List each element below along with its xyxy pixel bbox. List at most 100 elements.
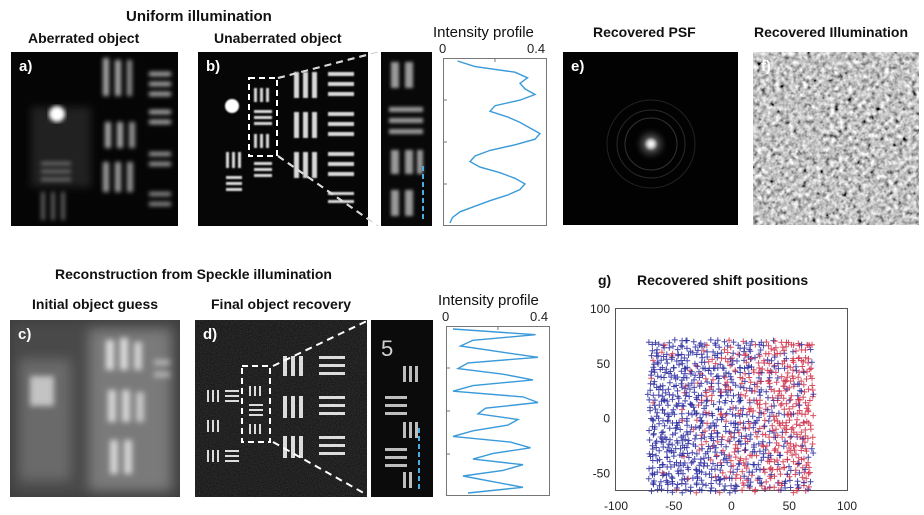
shift-marker xyxy=(659,393,666,400)
shift-marker xyxy=(728,376,735,383)
zoom-connector-top-shadow xyxy=(277,51,379,227)
shift-marker xyxy=(800,394,807,401)
shift-marker xyxy=(789,452,796,459)
shift-marker xyxy=(679,360,686,367)
shift-marker xyxy=(661,344,668,351)
shift-marker xyxy=(735,342,742,349)
shift-marker xyxy=(657,383,664,390)
shift-marker xyxy=(755,359,762,366)
shift-marker xyxy=(706,470,713,477)
shift-marker xyxy=(720,365,727,372)
intensity-profile-top xyxy=(443,58,547,226)
shift-marker xyxy=(704,379,711,385)
shift-marker xyxy=(786,405,793,412)
shift-marker xyxy=(683,444,690,451)
shift-marker xyxy=(734,358,740,364)
shift-marker xyxy=(736,437,743,444)
zoom-inset-bottom: 5 xyxy=(369,320,433,497)
shift-marker xyxy=(775,392,781,399)
shift-marker xyxy=(669,396,676,403)
shift-marker xyxy=(682,397,689,404)
shift-marker xyxy=(731,434,738,441)
shift-marker xyxy=(769,409,775,416)
initial-guess-heading: Initial object guess xyxy=(32,296,159,312)
shift-marker xyxy=(802,411,809,418)
shift-marker xyxy=(802,347,809,353)
shift-marker xyxy=(651,397,658,404)
shift-marker xyxy=(666,447,673,454)
shift-marker xyxy=(665,413,672,420)
shift-marker xyxy=(715,380,722,387)
shift-marker xyxy=(732,441,739,448)
shift-marker xyxy=(684,464,691,471)
shift-marker xyxy=(775,410,782,417)
aberrated-object-graphic xyxy=(11,52,178,226)
shift-marker xyxy=(774,432,781,439)
shift-marker xyxy=(747,379,754,386)
shift-marker xyxy=(732,405,739,411)
shift-marker xyxy=(740,384,747,391)
shift-marker xyxy=(679,343,686,350)
shift-marker xyxy=(689,411,695,418)
shift-marker xyxy=(764,406,771,413)
shift-marker xyxy=(786,477,793,484)
shift-marker xyxy=(740,338,747,345)
shift-marker xyxy=(692,344,699,350)
shift-marker xyxy=(740,420,747,427)
shift-marker xyxy=(723,418,730,425)
shift-marker xyxy=(747,420,753,427)
shift-marker xyxy=(728,398,735,405)
shift-marker xyxy=(763,443,770,449)
shift-marker xyxy=(730,392,737,399)
shift-marker xyxy=(800,419,807,426)
shift-marker xyxy=(743,477,750,484)
shift-marker xyxy=(650,392,657,399)
shift-marker xyxy=(701,460,708,467)
shift-marker xyxy=(743,340,750,347)
shift-marker xyxy=(693,467,700,474)
shift-marker xyxy=(792,451,799,458)
shift-marker xyxy=(762,431,769,438)
shift-marker xyxy=(766,374,773,381)
shift-marker xyxy=(699,481,706,488)
shift-marker xyxy=(702,375,709,382)
shift-marker xyxy=(661,341,668,348)
shift-marker xyxy=(761,423,768,430)
shift-marker xyxy=(784,456,791,463)
shift-marker xyxy=(662,434,668,441)
shift-marker xyxy=(678,342,684,349)
shift-marker xyxy=(659,469,666,476)
shift-marker xyxy=(681,355,688,361)
shift-marker xyxy=(702,428,708,435)
shift-marker xyxy=(742,352,749,359)
shift-marker xyxy=(670,406,677,413)
shift-marker xyxy=(649,451,656,458)
shift-marker xyxy=(683,374,690,381)
shift-marker xyxy=(646,396,653,403)
recovered-illumination-image: f) xyxy=(753,52,919,225)
shift-marker xyxy=(775,365,782,372)
shift-marker xyxy=(698,469,705,476)
shift-marker xyxy=(703,402,710,409)
shift-marker xyxy=(693,480,700,487)
shift-marker xyxy=(746,483,753,490)
shift-marker xyxy=(658,357,665,364)
shift-marker xyxy=(729,411,736,418)
shift-marker xyxy=(694,347,701,354)
shift-marker xyxy=(690,441,697,448)
shift-marker xyxy=(685,454,692,461)
shift-marker xyxy=(732,367,739,374)
shift-marker xyxy=(798,378,805,385)
shift-marker xyxy=(801,388,808,395)
shift-marker xyxy=(769,427,776,434)
shift-marker xyxy=(704,448,711,455)
shift-marker xyxy=(660,396,667,403)
shift-marker xyxy=(659,461,666,468)
profile-top-tick-min: 0 xyxy=(439,41,447,56)
shift-marker xyxy=(764,356,771,363)
shift-marker xyxy=(730,469,737,476)
shift-marker xyxy=(670,392,676,399)
shift-marker xyxy=(803,376,810,382)
shift-marker xyxy=(708,370,714,377)
shift-marker xyxy=(737,419,744,426)
